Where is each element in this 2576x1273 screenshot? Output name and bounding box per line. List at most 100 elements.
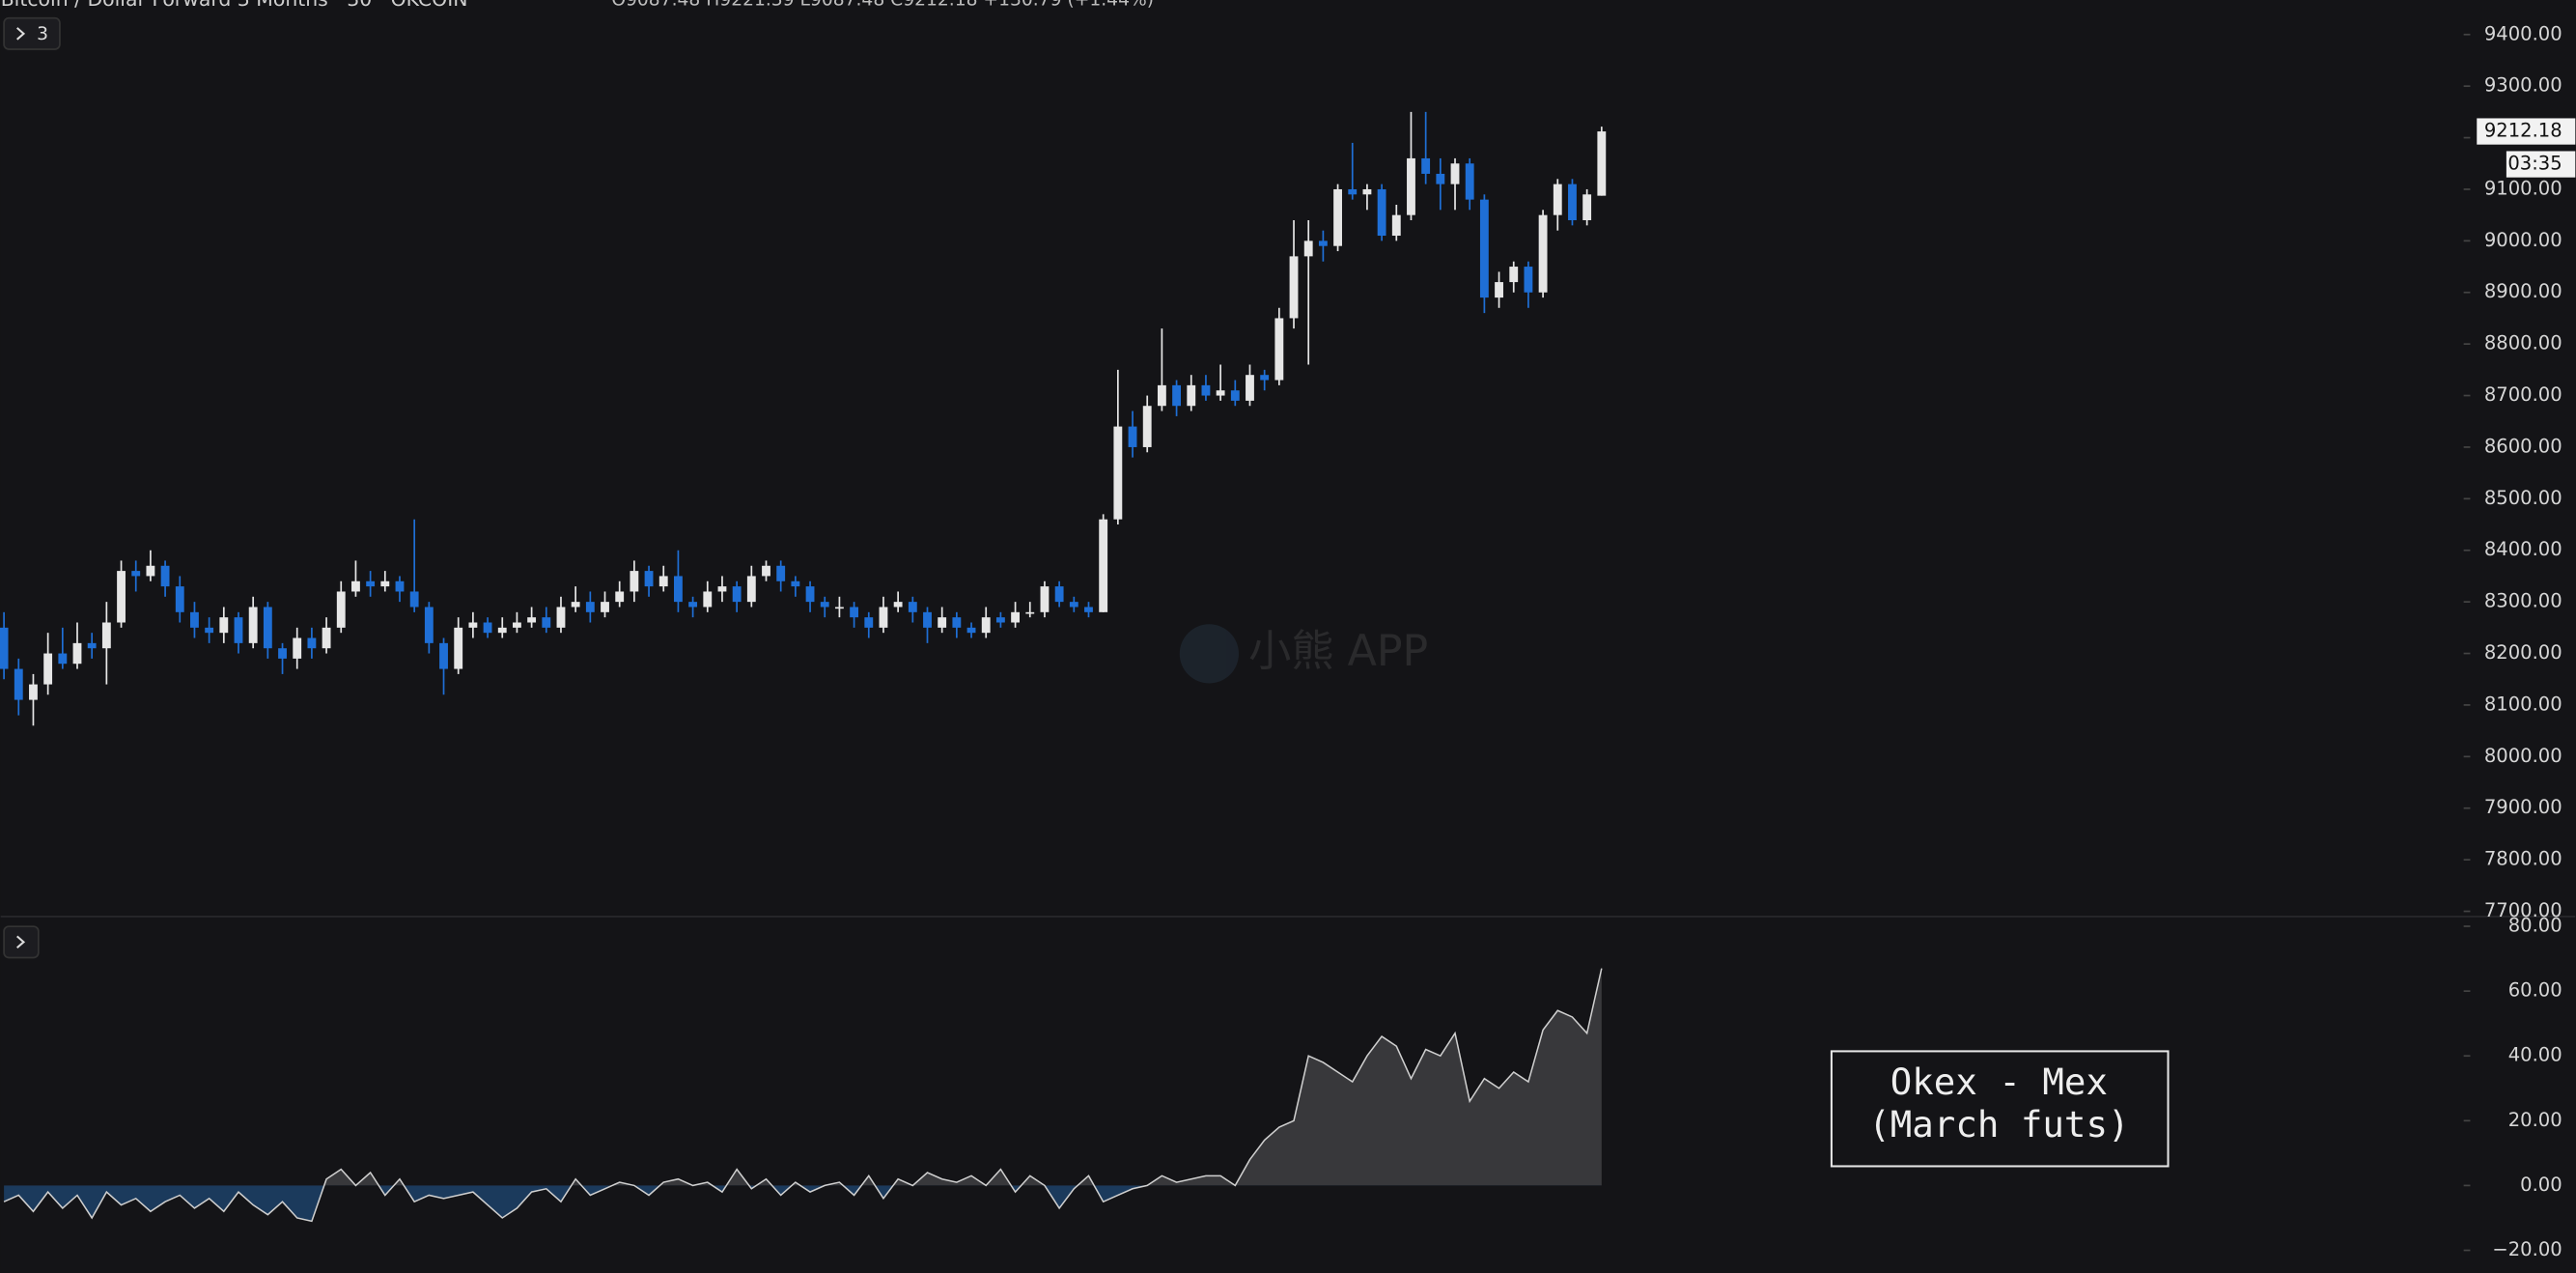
annotation-line: (March futs) — [1868, 1103, 2129, 1146]
candle-body — [1069, 602, 1078, 608]
candle-body — [1436, 173, 1445, 184]
candle-body — [424, 607, 434, 643]
candle-body — [1157, 384, 1166, 407]
candle-body — [1303, 240, 1313, 257]
candle-body — [160, 565, 170, 587]
candle-body — [850, 607, 859, 618]
last-price-box — [2477, 118, 2576, 145]
candle-body — [1524, 267, 1533, 293]
candle-body — [1289, 256, 1299, 319]
pane-toggle-box[interactable] — [3, 16, 61, 50]
candle-body — [43, 653, 53, 685]
candle-body — [1553, 184, 1562, 215]
watermark-logo — [1179, 624, 1239, 684]
candle-body — [366, 580, 376, 587]
candle-body — [1318, 240, 1328, 246]
candle-body — [351, 580, 360, 592]
y-tick-label: 8800.00 — [2484, 332, 2562, 354]
candle-body — [409, 591, 419, 608]
y-tick-label: 60.00 — [2508, 979, 2562, 1002]
y-tick-label: 8400.00 — [2484, 538, 2562, 560]
annotation: Okex - Mex (March futs) — [1830, 1050, 2170, 1168]
candle-body — [630, 571, 639, 592]
candle-body — [834, 607, 844, 609]
y-tick-label: 8300.00 — [2484, 590, 2562, 612]
pane-toggle[interactable]: 3 — [3, 16, 61, 50]
candle-body — [0, 627, 9, 669]
candle-body — [263, 607, 272, 649]
candle-body — [585, 602, 595, 612]
candle-body — [58, 653, 68, 665]
candle-body — [293, 637, 302, 659]
pane-label: 3 — [37, 24, 48, 44]
candle-body — [439, 642, 448, 669]
candle-body — [1582, 194, 1592, 221]
candle-body — [791, 580, 800, 587]
countdown-box — [2506, 151, 2576, 178]
candle-body — [1597, 131, 1607, 196]
candle-body — [1246, 375, 1254, 401]
candle-body — [1216, 390, 1225, 396]
candle-body — [131, 571, 141, 577]
candle-body — [1142, 406, 1152, 447]
candle-body — [322, 627, 331, 649]
candle-body — [615, 591, 625, 603]
y-tick-label: 8700.00 — [2484, 383, 2562, 406]
candle-body — [307, 637, 317, 649]
annotation-box — [1830, 1050, 2170, 1168]
indicator-toggle-box[interactable] — [3, 925, 40, 959]
candle-body — [1362, 188, 1372, 195]
candle-body — [864, 617, 874, 628]
candle-body — [805, 586, 815, 603]
candle-body — [1407, 157, 1415, 215]
candle-body — [688, 602, 698, 608]
candle-body — [1479, 199, 1489, 298]
candle-body — [395, 580, 405, 592]
area-line — [3, 968, 1603, 1223]
y-tick-label: 8600.00 — [2484, 435, 2562, 457]
candle-body — [908, 602, 917, 612]
countdown-label: 03:35 — [2507, 153, 2562, 175]
chevron — [16, 27, 26, 41]
candle-body — [1054, 586, 1064, 603]
candle-body — [175, 586, 184, 612]
candle-body — [1040, 586, 1050, 612]
y-tick-label: 9300.00 — [2484, 74, 2562, 97]
candle-body — [1568, 184, 1577, 221]
candle-body — [527, 617, 537, 623]
candle-body — [1025, 611, 1035, 614]
indicator-toggle[interactable] — [3, 925, 40, 959]
candle-body — [1230, 390, 1240, 401]
candle-body — [1187, 384, 1196, 407]
candle-body — [1274, 318, 1284, 381]
area-positive — [4, 968, 1602, 1186]
area-negative — [4, 1185, 1148, 1222]
y-tick-label: 9100.00 — [2484, 177, 2562, 199]
candle-body — [981, 617, 991, 634]
y-tick-label: 9400.00 — [2484, 22, 2562, 44]
candle-body — [938, 617, 947, 628]
candle-body — [601, 602, 609, 612]
candle-body — [72, 642, 82, 665]
candle-body — [483, 622, 492, 634]
candle-body — [1084, 607, 1093, 612]
candle-body — [1538, 214, 1548, 293]
candle-body — [1201, 384, 1211, 396]
ohlc-header: O9087.48 H9221.39 L9087.48 C9212.18 +130… — [611, 0, 1154, 10]
candle-body — [820, 602, 829, 608]
candle-body — [1421, 157, 1431, 174]
candle-body — [1172, 384, 1181, 407]
y-tick-label: 40.00 — [2508, 1044, 2562, 1066]
chart-title: Bitcoin / Dollar Forward 3 Months · 30 ·… — [1, 0, 468, 11]
candle-body — [966, 627, 976, 634]
y-tick-label: 9000.00 — [2484, 229, 2562, 251]
y-tick-label: 8500.00 — [2484, 487, 2562, 509]
y-tick-label: 8100.00 — [2484, 693, 2562, 715]
candle-body — [1391, 214, 1401, 237]
candle-body — [703, 591, 713, 608]
candle-body — [497, 627, 507, 634]
y-tick-label: 7700.00 — [2484, 899, 2562, 921]
candle-body — [879, 607, 888, 628]
candle-body — [190, 611, 199, 628]
candle-body — [87, 642, 97, 649]
